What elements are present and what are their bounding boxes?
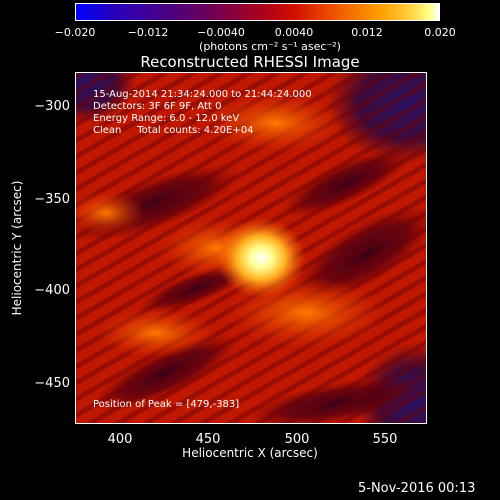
- y-axis-label: Heliocentric Y (arcsec): [10, 180, 24, 316]
- colorbar-gradient: [76, 4, 439, 20]
- colorbar-tick: 0.0040: [274, 26, 314, 39]
- emission-peak: [216, 218, 306, 298]
- generation-date: 5-Nov-2016 00:13: [358, 481, 476, 496]
- y-tick-label: −400: [34, 283, 70, 298]
- colorbar-unit-label: (photons cm⁻² s⁻¹ asec⁻²): [199, 40, 341, 53]
- y-tick-label: −300: [34, 99, 70, 114]
- rhessi-image-canvas: [76, 73, 426, 423]
- x-tick-label: 550: [372, 432, 398, 447]
- detectors-annotation: Detectors: 3F 6F 9F, Att 0: [93, 101, 222, 112]
- y-tick-label: −350: [34, 192, 70, 207]
- x-tick-label: 500: [284, 432, 310, 447]
- x-tick-label: 450: [195, 432, 221, 447]
- y-tick-label: −450: [34, 376, 70, 391]
- colorbar-tick: −0.020: [54, 26, 96, 39]
- clean-counts-annotation: Clean Total counts: 4.20E+04: [93, 125, 254, 136]
- colorbar-tick: 0.020: [424, 26, 456, 39]
- colorbar-tick: −0.012: [127, 26, 169, 39]
- peak-position-annotation: Position of Peak = [479,-383]: [93, 399, 240, 410]
- time-range-annotation: 15-Aug-2014 21:34:24.000 to 21:44:24.000: [93, 89, 312, 100]
- colorbar-tick: −0.0040: [197, 26, 245, 39]
- x-tick-label: 400: [107, 432, 133, 447]
- x-axis-label: Heliocentric X (arcsec): [182, 446, 318, 460]
- plot-title: Reconstructed RHESSI Image: [140, 53, 360, 71]
- rhessi-image: 15-Aug-2014 21:34:24.000 to 21:44:24.000…: [75, 72, 427, 424]
- colorbar-tick: 0.012: [351, 26, 383, 39]
- energy-range-annotation: Energy Range: 6.0 - 12.0 keV: [93, 113, 240, 124]
- colorbar: [75, 3, 440, 21]
